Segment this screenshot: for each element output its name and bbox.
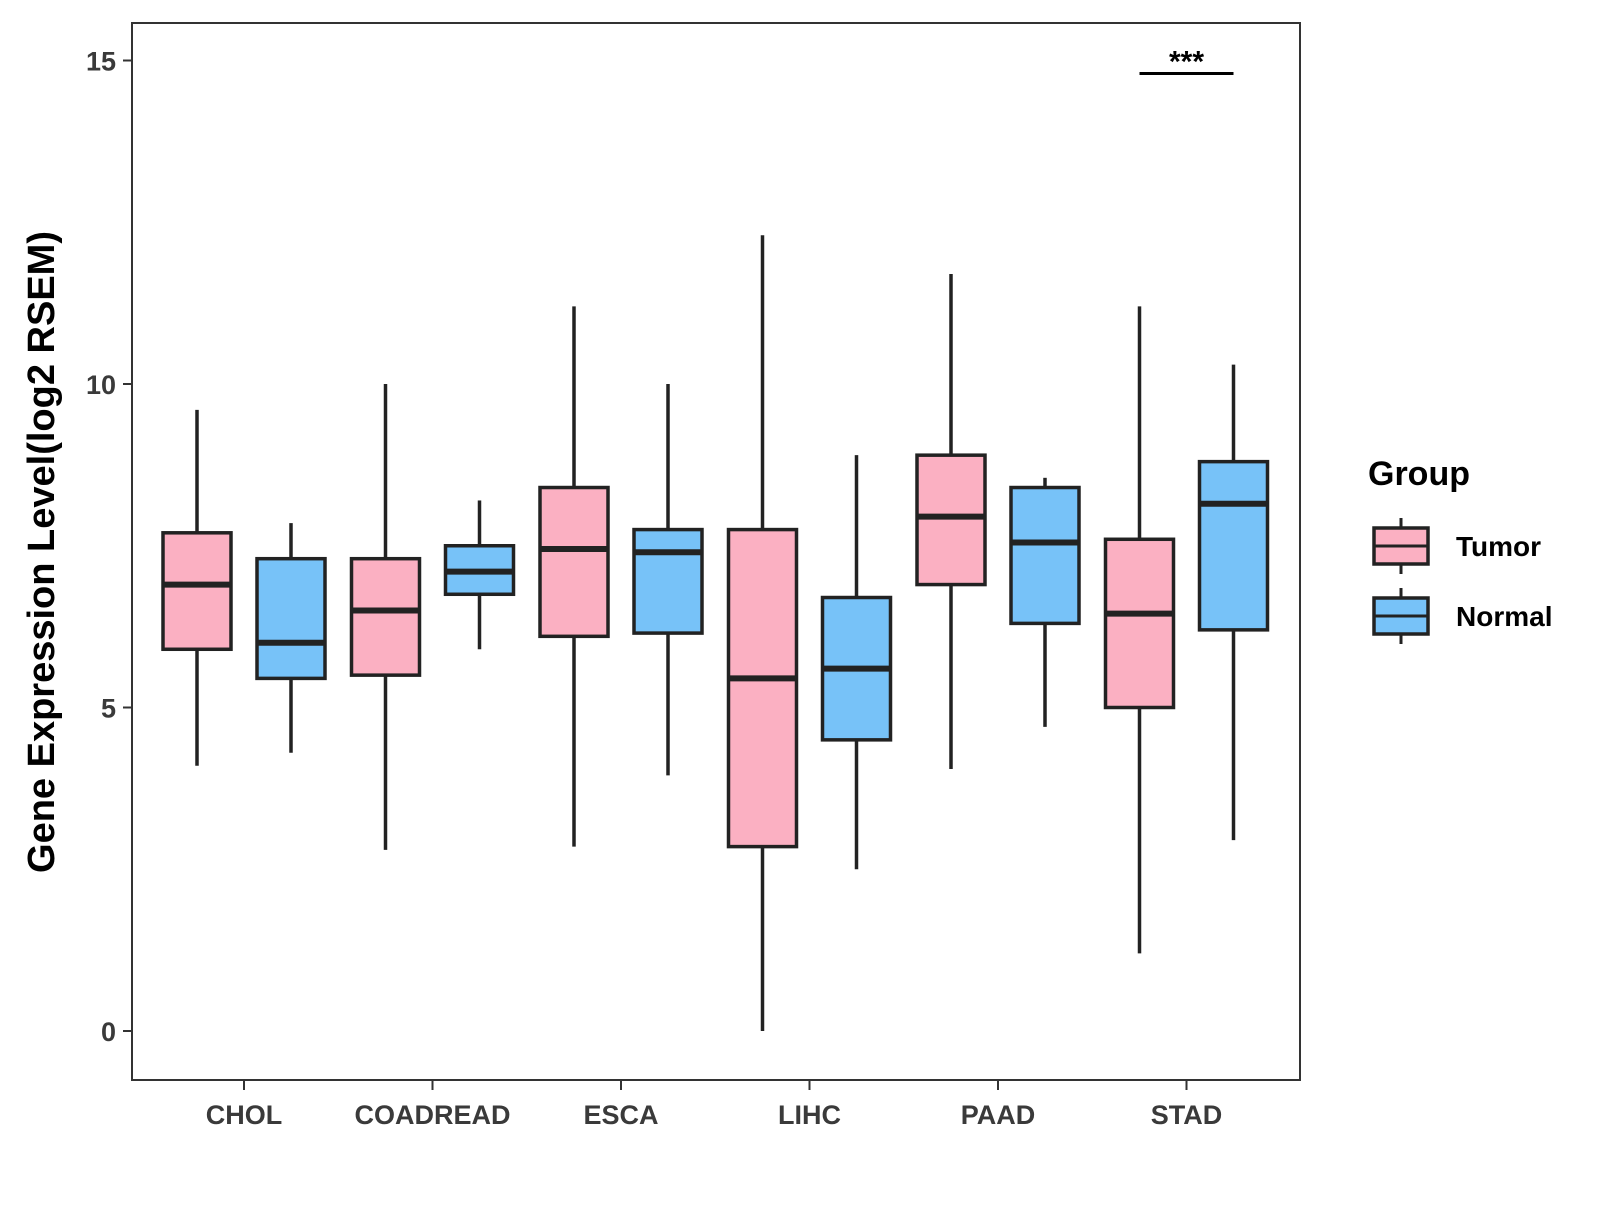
- box-tumor-stad: [1103, 306, 1176, 954]
- y-tick-label-0: 0: [101, 1017, 116, 1047]
- box-iqr: [161, 531, 233, 652]
- box-normal-paad: [1009, 477, 1081, 727]
- box-iqr: [349, 556, 422, 677]
- box-normal-chol: [255, 523, 327, 753]
- annotation-layer: ***: [1139, 45, 1234, 78]
- legend-title: Group: [1368, 455, 1470, 493]
- x-tick-label-lihc: LIHC: [778, 1100, 841, 1130]
- boxes-layer: [161, 235, 1270, 1031]
- y-tick-label-15: 15: [86, 47, 116, 77]
- box-tumor-coadread: [349, 384, 422, 850]
- legend-key-normal: [1372, 588, 1430, 644]
- x-tick-label-esca: ESCA: [583, 1100, 658, 1130]
- y-axis: 0 5 10 15: [86, 47, 132, 1047]
- legend-item-normal: Normal: [1372, 588, 1552, 644]
- legend-label-tumor: Tumor: [1456, 531, 1541, 562]
- box-iqr: [538, 485, 610, 639]
- legend-label-normal: Normal: [1456, 601, 1552, 632]
- box-iqr: [915, 453, 987, 587]
- x-tick-label-chol: CHOL: [206, 1100, 283, 1130]
- box-normal-stad: [1197, 364, 1270, 841]
- x-tick-label-coadread: COADREAD: [354, 1100, 510, 1130]
- legend: Group Tumor Normal: [1368, 455, 1552, 644]
- significance-label-stad: ***: [1169, 45, 1204, 78]
- x-tick-label-paad: PAAD: [961, 1100, 1036, 1130]
- box-iqr: [726, 527, 799, 849]
- y-axis-title: Gene Expression Level(log2 RSEM): [21, 231, 63, 873]
- y-tick-label-5: 5: [101, 694, 116, 724]
- y-tick-label-10: 10: [86, 370, 116, 400]
- box-normal-esca: [632, 384, 704, 776]
- box-iqr: [255, 556, 327, 681]
- box-tumor-esca: [538, 306, 610, 847]
- legend-items: Tumor Normal: [1372, 518, 1552, 644]
- x-axis: CHOL COADREAD ESCA LIHC PAAD STAD: [206, 1080, 1223, 1130]
- box-iqr: [632, 527, 704, 635]
- legend-key-tumor: [1372, 518, 1430, 574]
- legend-item-tumor: Tumor: [1372, 518, 1541, 574]
- box-tumor-lihc: [726, 235, 799, 1031]
- box-iqr: [1009, 485, 1081, 626]
- box-normal-coadread: [443, 500, 516, 650]
- box-tumor-chol: [161, 409, 233, 766]
- box-tumor-paad: [915, 274, 987, 769]
- box-normal-lihc: [820, 455, 893, 870]
- box-iqr: [1197, 459, 1270, 632]
- x-tick-label-stad: STAD: [1151, 1100, 1223, 1130]
- box-iqr: [1103, 537, 1176, 710]
